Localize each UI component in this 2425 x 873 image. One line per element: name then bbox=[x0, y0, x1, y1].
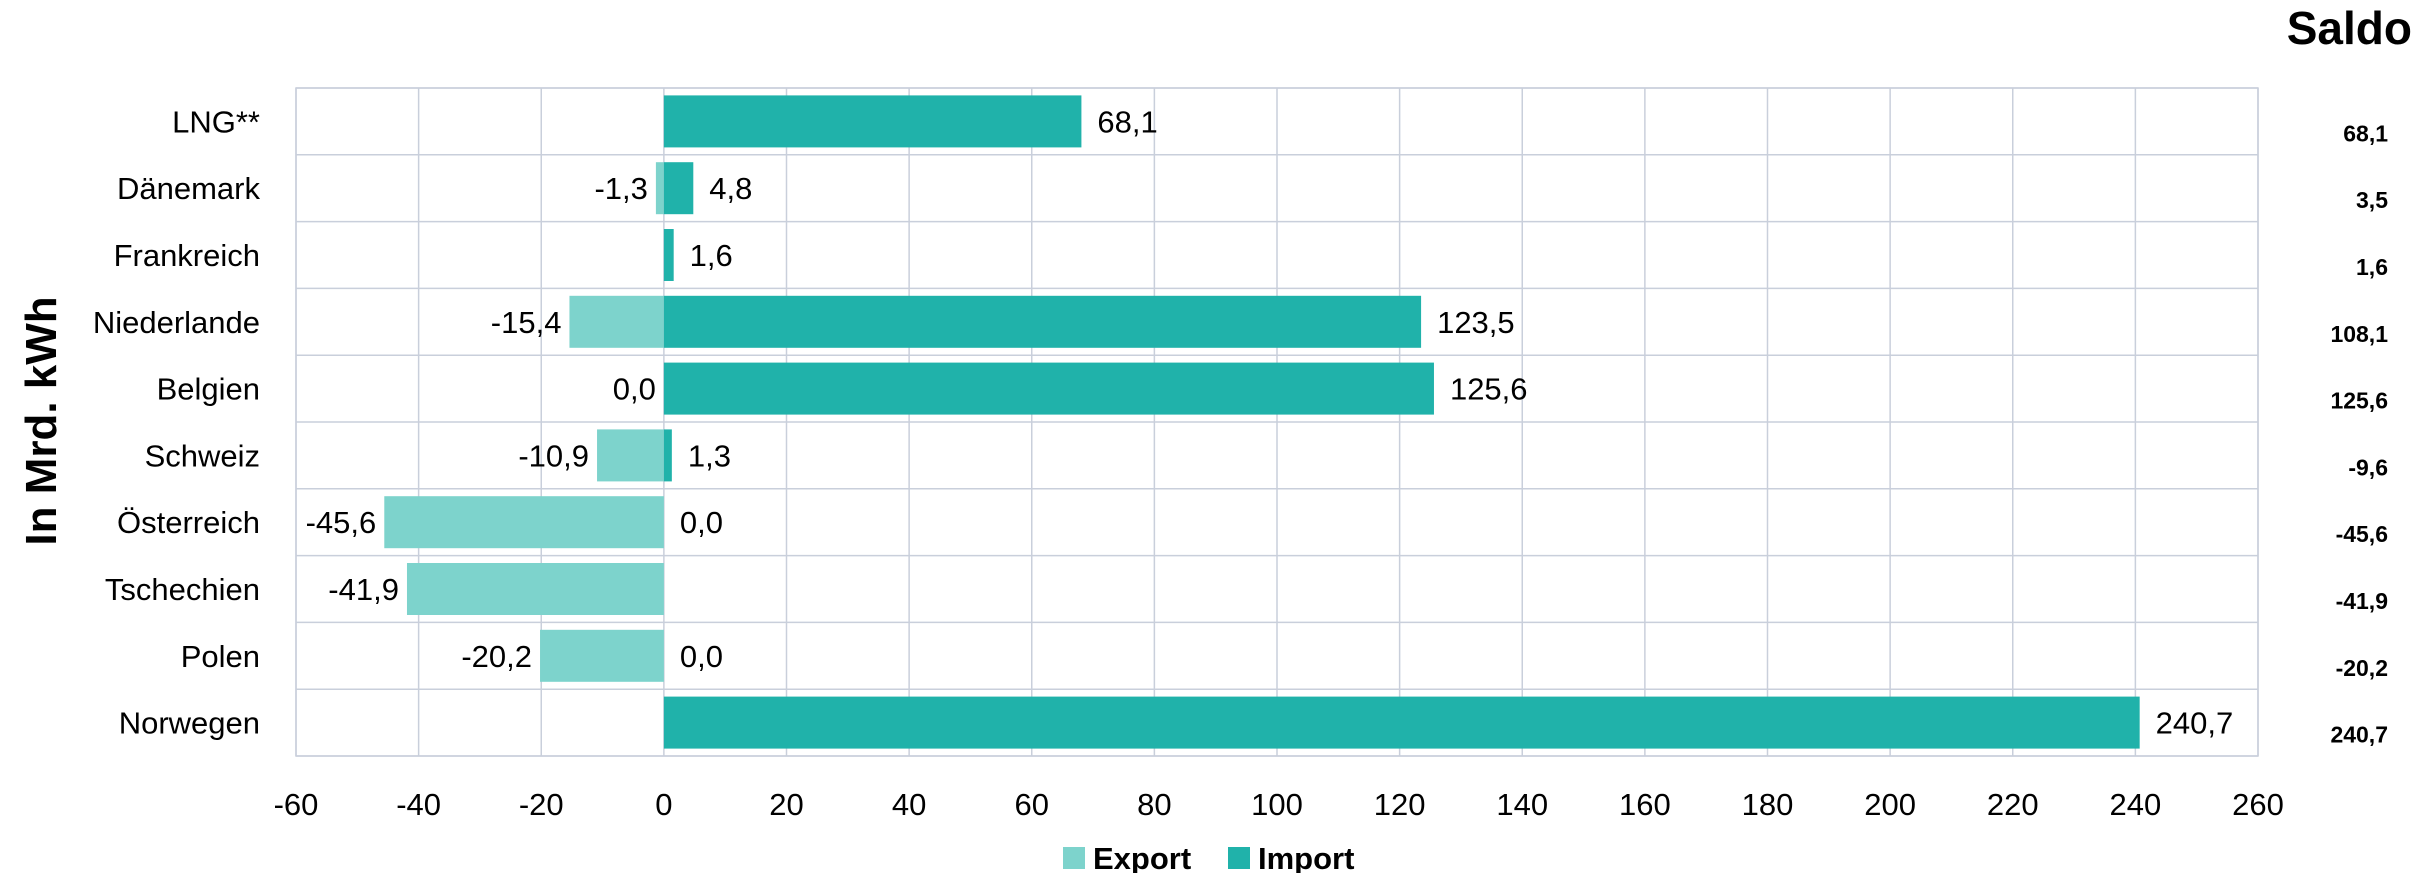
bar-import-niederlande bbox=[664, 296, 1421, 348]
saldo-title: Saldo bbox=[2287, 2, 2412, 54]
data-label-import-oesterreich: 0,0 bbox=[680, 505, 723, 540]
category-label-lng: LNG** bbox=[172, 104, 260, 139]
x-tick-label: 120 bbox=[1374, 787, 1426, 822]
category-label-polen: Polen bbox=[181, 639, 260, 674]
data-label-export-niederlande: -15,4 bbox=[491, 305, 562, 340]
data-label-import-daenemark: 4,8 bbox=[709, 171, 752, 206]
saldo-value-tschechien: -41,9 bbox=[2336, 588, 2388, 614]
saldo-value-belgien: 125,6 bbox=[2330, 388, 2388, 414]
saldo-value-polen: -20,2 bbox=[2336, 655, 2388, 681]
bar-import-daenemark bbox=[664, 162, 693, 214]
x-tick-label: -20 bbox=[519, 787, 564, 822]
data-label-import-schweiz: 1,3 bbox=[688, 438, 731, 473]
data-label-export-belgien: 0,0 bbox=[613, 372, 656, 407]
category-label-niederlande: Niederlande bbox=[93, 305, 260, 340]
x-tick-label: 60 bbox=[1015, 787, 1049, 822]
category-label-norwegen: Norwegen bbox=[119, 706, 260, 741]
x-tick-label: -60 bbox=[274, 787, 319, 822]
data-label-import-norwegen: 240,7 bbox=[2156, 706, 2234, 741]
category-label-frankreich: Frankreich bbox=[114, 238, 260, 273]
data-label-import-frankreich: 1,6 bbox=[690, 238, 733, 273]
data-label-export-oesterreich: -45,6 bbox=[306, 505, 377, 540]
x-tick-label: 180 bbox=[1742, 787, 1794, 822]
bar-export-daenemark bbox=[656, 162, 664, 214]
category-label-belgien: Belgien bbox=[157, 372, 260, 407]
saldo-value-daenemark: 3,5 bbox=[2356, 187, 2388, 213]
category-label-schweiz: Schweiz bbox=[145, 438, 260, 473]
data-label-export-daenemark: -1,3 bbox=[594, 171, 647, 206]
saldo-value-frankreich: 1,6 bbox=[2356, 254, 2388, 280]
saldo-value-schweiz: -9,6 bbox=[2348, 454, 2388, 480]
data-label-export-tschechien: -41,9 bbox=[328, 572, 399, 607]
bar-export-tschechien bbox=[407, 563, 664, 615]
data-label-import-niederlande: 123,5 bbox=[1437, 305, 1515, 340]
x-tick-label: 40 bbox=[892, 787, 926, 822]
bar-import-lng bbox=[664, 95, 1082, 147]
bar-export-polen bbox=[540, 630, 664, 682]
bar-import-belgien bbox=[664, 363, 1434, 415]
data-label-export-schweiz: -10,9 bbox=[518, 438, 589, 473]
x-tick-label: 160 bbox=[1619, 787, 1671, 822]
data-label-export-polen: -20,2 bbox=[461, 639, 532, 674]
legend-label-export: Export bbox=[1093, 841, 1191, 873]
data-label-import-belgien: 125,6 bbox=[1450, 372, 1528, 407]
x-tick-label: 200 bbox=[1864, 787, 1916, 822]
legend-swatch-export bbox=[1063, 847, 1085, 869]
x-tick-label: 240 bbox=[2110, 787, 2162, 822]
y-axis-label: In Mrd. kWh bbox=[17, 296, 66, 545]
x-tick-label: 140 bbox=[1496, 787, 1548, 822]
x-tick-label: 80 bbox=[1137, 787, 1171, 822]
saldo-value-lng: 68,1 bbox=[2343, 120, 2388, 146]
data-label-import-polen: 0,0 bbox=[680, 639, 723, 674]
x-tick-label: -40 bbox=[396, 787, 441, 822]
category-label-daenemark: Dänemark bbox=[117, 171, 260, 206]
bar-export-schweiz bbox=[597, 429, 664, 481]
category-label-oesterreich: Österreich bbox=[117, 505, 260, 540]
bar-export-niederlande bbox=[569, 296, 663, 348]
x-tick-label: 100 bbox=[1251, 787, 1303, 822]
saldo-value-oesterreich: -45,6 bbox=[2336, 521, 2388, 547]
legend-label-import: Import bbox=[1258, 841, 1354, 873]
x-tick-label: 260 bbox=[2232, 787, 2284, 822]
bar-import-schweiz bbox=[664, 429, 672, 481]
legend: Export Import bbox=[1063, 841, 1354, 873]
bar-import-norwegen bbox=[664, 697, 2140, 749]
data-label-import-lng: 68,1 bbox=[1097, 104, 1157, 139]
bar-import-frankreich bbox=[664, 229, 674, 281]
bar-export-oesterreich bbox=[384, 496, 664, 548]
legend-swatch-import bbox=[1228, 847, 1250, 869]
category-label-tschechien: Tschechien bbox=[105, 572, 260, 607]
x-tick-label: 0 bbox=[655, 787, 672, 822]
saldo-value-niederlande: 108,1 bbox=[2330, 321, 2388, 347]
saldo-value-norwegen: 240,7 bbox=[2330, 722, 2388, 748]
x-tick-label: 20 bbox=[769, 787, 803, 822]
x-tick-label: 220 bbox=[1987, 787, 2039, 822]
